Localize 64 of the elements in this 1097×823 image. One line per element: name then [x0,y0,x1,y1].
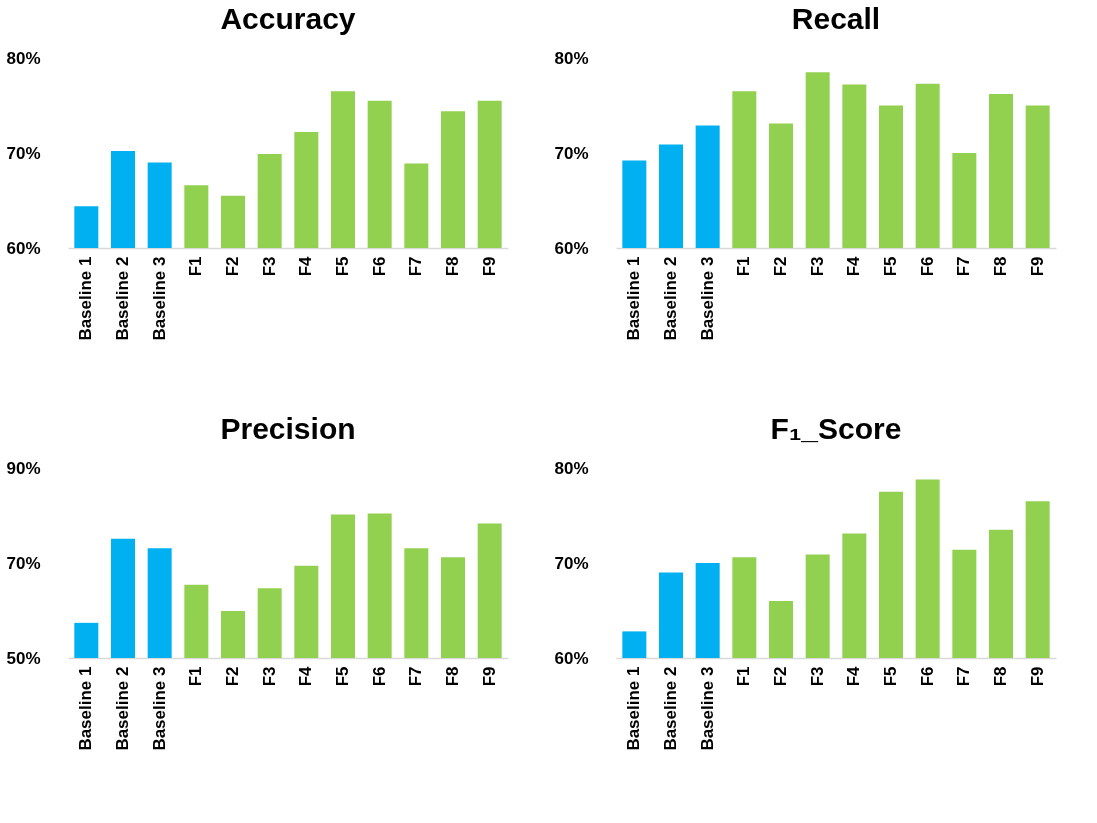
x-tick-label: F3 [259,666,279,687]
chart-title: F₁_Score [770,412,902,445]
x-tick-label: F6 [917,256,937,277]
x-tick-label: F7 [954,666,974,687]
x-tick-label: F6 [369,256,389,277]
x-tick-label: F2 [223,666,242,687]
x-tick-label: F8 [991,666,1010,687]
x-tick-label: F6 [917,666,937,687]
x-tick-label: Baseline 2 [661,256,680,341]
x-tick-label: F1 [186,666,206,687]
x-tick-label: Baseline 1 [76,666,96,751]
x-tick-label: F5 [333,666,352,687]
x-tick-label: F2 [223,256,242,277]
x-tick-label: Baseline 1 [76,256,96,341]
x-tick-label: F4 [296,255,316,277]
x-tick-label: F9 [479,256,499,277]
x-tick-label: Baseline 3 [697,256,717,341]
y-tick-label: 50% [6,648,41,668]
chart-title: Recall [791,2,881,35]
x-tick-label: F4 [844,665,864,687]
x-tick-label: F2 [771,256,790,277]
y-tick-label: 80% [554,48,589,68]
x-tick-label: F7 [954,256,974,277]
x-tick-label: F4 [296,665,316,687]
x-tick-label: Baseline 1 [624,666,644,751]
x-tick-label: Baseline 2 [113,666,132,751]
x-tick-label: F9 [479,666,499,687]
x-tick-label: F5 [881,256,900,277]
y-tick-label: 60% [554,648,589,668]
x-tick-label: F9 [1027,256,1047,277]
x-tick-label: F5 [333,256,352,277]
chart-title: Accuracy [220,2,356,35]
x-tick-label: F3 [807,666,827,687]
x-tick-label: F1 [186,256,206,277]
x-tick-label: Baseline 2 [661,666,680,751]
x-tick-label: F2 [771,666,790,687]
y-tick-label: 70% [554,143,589,163]
x-tick-label: F7 [406,256,426,277]
x-tick-label: F8 [443,666,462,687]
x-tick-label: Baseline 3 [697,666,717,751]
x-tick-label: F4 [844,255,864,277]
y-tick-label: 60% [6,238,41,258]
x-tick-label: F1 [734,666,754,687]
x-tick-label: F5 [881,666,900,687]
x-tick-label: F6 [369,666,389,687]
x-tick-label: F8 [443,256,462,277]
x-tick-label: F1 [734,256,754,277]
x-tick-label: F8 [991,256,1010,277]
y-tick-label: 90% [6,458,41,478]
x-tick-label: Baseline 3 [149,666,169,751]
x-tick-label: F3 [259,256,279,277]
y-tick-label: 70% [554,553,589,573]
x-tick-label: Baseline 2 [113,256,132,341]
y-tick-label: 80% [6,48,41,68]
x-tick-label: F7 [406,666,426,687]
y-tick-label: 70% [6,553,41,573]
y-tick-label: 60% [554,238,589,258]
x-tick-label: Baseline 1 [624,256,644,341]
y-tick-label: 70% [6,143,41,163]
x-tick-label: F9 [1027,666,1047,687]
chart-title: Precision [220,412,356,445]
y-tick-label: 80% [554,458,589,478]
x-tick-label: F3 [807,256,827,277]
x-tick-label: Baseline 3 [149,256,169,341]
